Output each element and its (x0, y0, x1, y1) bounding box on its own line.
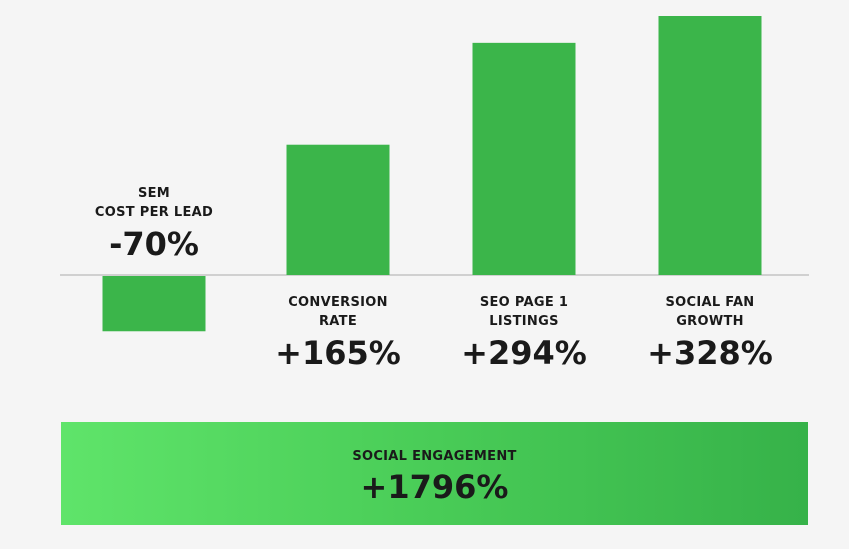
bar-label-4: SOCIAL FAN GROWTH +328% (610, 293, 810, 373)
social-engagement-value: +1796% (360, 468, 509, 506)
bar-label-3: SEO PAGE 1 LISTINGS +294% (424, 293, 624, 373)
bar-3 (472, 42, 576, 275)
bar-chart (60, 16, 809, 332)
category-label: SEO PAGE 1 LISTINGS (479, 295, 569, 329)
social-engagement-label: SOCIAL ENGAGEMENT (352, 449, 517, 464)
value-label: -70% (109, 225, 199, 263)
value-label: +165% (275, 334, 401, 372)
value-label: +294% (461, 334, 587, 372)
social-engagement-banner: SOCIAL ENGAGEMENT +1796% (61, 422, 808, 525)
bar-label-1: SEM COST PER LEAD -70% (54, 184, 254, 264)
bar-4 (658, 16, 762, 275)
value-label: +328% (647, 334, 773, 372)
bar-label-2: CONVERSION RATE +165% (238, 293, 438, 373)
category-label: SEM COST PER LEAD (94, 186, 214, 220)
bar-1 (102, 276, 206, 332)
bar-2 (286, 144, 390, 275)
category-label: SOCIAL FAN GROWTH (665, 295, 755, 329)
category-label: CONVERSION RATE (288, 295, 388, 329)
